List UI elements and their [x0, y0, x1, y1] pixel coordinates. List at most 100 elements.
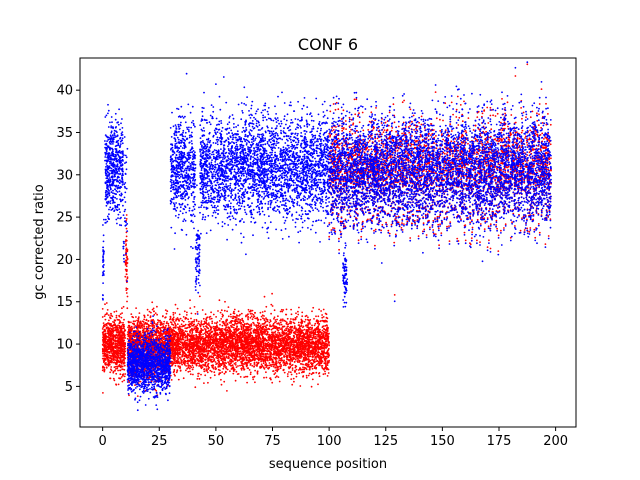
data-point [101, 357, 104, 360]
data-point [250, 315, 253, 318]
data-point [318, 308, 320, 311]
data-point [177, 326, 179, 329]
data-point [109, 324, 111, 326]
data-point [135, 316, 137, 318]
data-point [115, 345, 117, 348]
data-point [132, 320, 135, 323]
data-point [104, 363, 107, 366]
data-point [211, 358, 213, 361]
data-point [123, 364, 126, 367]
data-point [125, 214, 128, 216]
data-point [165, 312, 168, 315]
data-point [239, 376, 242, 378]
data-point [146, 335, 149, 338]
data-point [110, 314, 112, 317]
data-point [118, 322, 121, 325]
data-point [317, 315, 320, 318]
data-point [109, 334, 112, 336]
data-point [135, 307, 138, 309]
data-point [155, 389, 158, 392]
data-point [120, 321, 122, 324]
data-point [129, 329, 131, 332]
data-point [126, 255, 128, 258]
data-point [104, 333, 106, 336]
data-point [207, 322, 210, 324]
data-point [130, 313, 133, 315]
data-point [142, 323, 144, 326]
data-point [136, 319, 138, 322]
data-point [115, 372, 118, 375]
data-point [129, 327, 132, 329]
data-point [114, 340, 117, 343]
data-point [123, 375, 126, 378]
data-point [142, 325, 144, 327]
data-point [221, 355, 224, 357]
data-point [127, 326, 129, 329]
data-point [108, 347, 110, 350]
data-point [204, 313, 207, 316]
data-point [231, 317, 234, 320]
data-point [121, 312, 123, 314]
data-point [265, 371, 267, 374]
data-point [139, 333, 142, 336]
data-point [110, 366, 113, 368]
data-point [251, 364, 254, 367]
data-point [151, 325, 154, 328]
data-point [102, 342, 105, 344]
data-point [151, 335, 153, 338]
data-point [313, 318, 315, 320]
data-point [117, 383, 120, 386]
data-point [209, 315, 212, 318]
data-point [277, 322, 280, 325]
data-point [297, 324, 300, 327]
data-point [186, 330, 188, 333]
data-point [103, 315, 106, 317]
data-point [156, 305, 158, 308]
data-point [123, 318, 125, 321]
data-point [123, 334, 126, 337]
data-point [202, 333, 205, 335]
data-point [162, 341, 165, 344]
data-point [115, 310, 118, 313]
data-point [266, 324, 269, 327]
data-point [156, 328, 159, 330]
data-point [204, 350, 206, 353]
data-point [163, 337, 166, 340]
data-point [107, 362, 110, 365]
data-point [166, 310, 169, 313]
data-point [303, 328, 306, 331]
data-point [160, 322, 163, 325]
data-point [164, 326, 167, 329]
data-point [218, 320, 221, 322]
data-point [219, 311, 222, 314]
data-point [125, 292, 128, 294]
data-point [123, 379, 125, 382]
data-point [122, 342, 125, 345]
data-point [166, 321, 168, 323]
data-point [124, 275, 127, 278]
data-point [123, 337, 126, 339]
data-point [102, 392, 104, 394]
data-point [102, 365, 104, 368]
data-point [167, 324, 170, 327]
data-point [107, 335, 109, 338]
data-point [122, 325, 125, 328]
data-point [116, 325, 118, 328]
data-point [249, 316, 252, 319]
data-point [163, 320, 166, 323]
data-point [243, 376, 246, 378]
data-point [130, 325, 133, 328]
data-point [112, 354, 115, 357]
data-point [120, 349, 122, 352]
data-point [103, 370, 106, 373]
data-point [185, 369, 187, 372]
data-point [153, 310, 155, 313]
data-point [125, 239, 127, 241]
data-point [203, 328, 206, 330]
data-point [159, 328, 162, 331]
data-point [102, 334, 105, 337]
data-point [106, 353, 109, 356]
data-point [126, 337, 129, 340]
data-point [220, 309, 223, 312]
data-point [118, 314, 120, 317]
